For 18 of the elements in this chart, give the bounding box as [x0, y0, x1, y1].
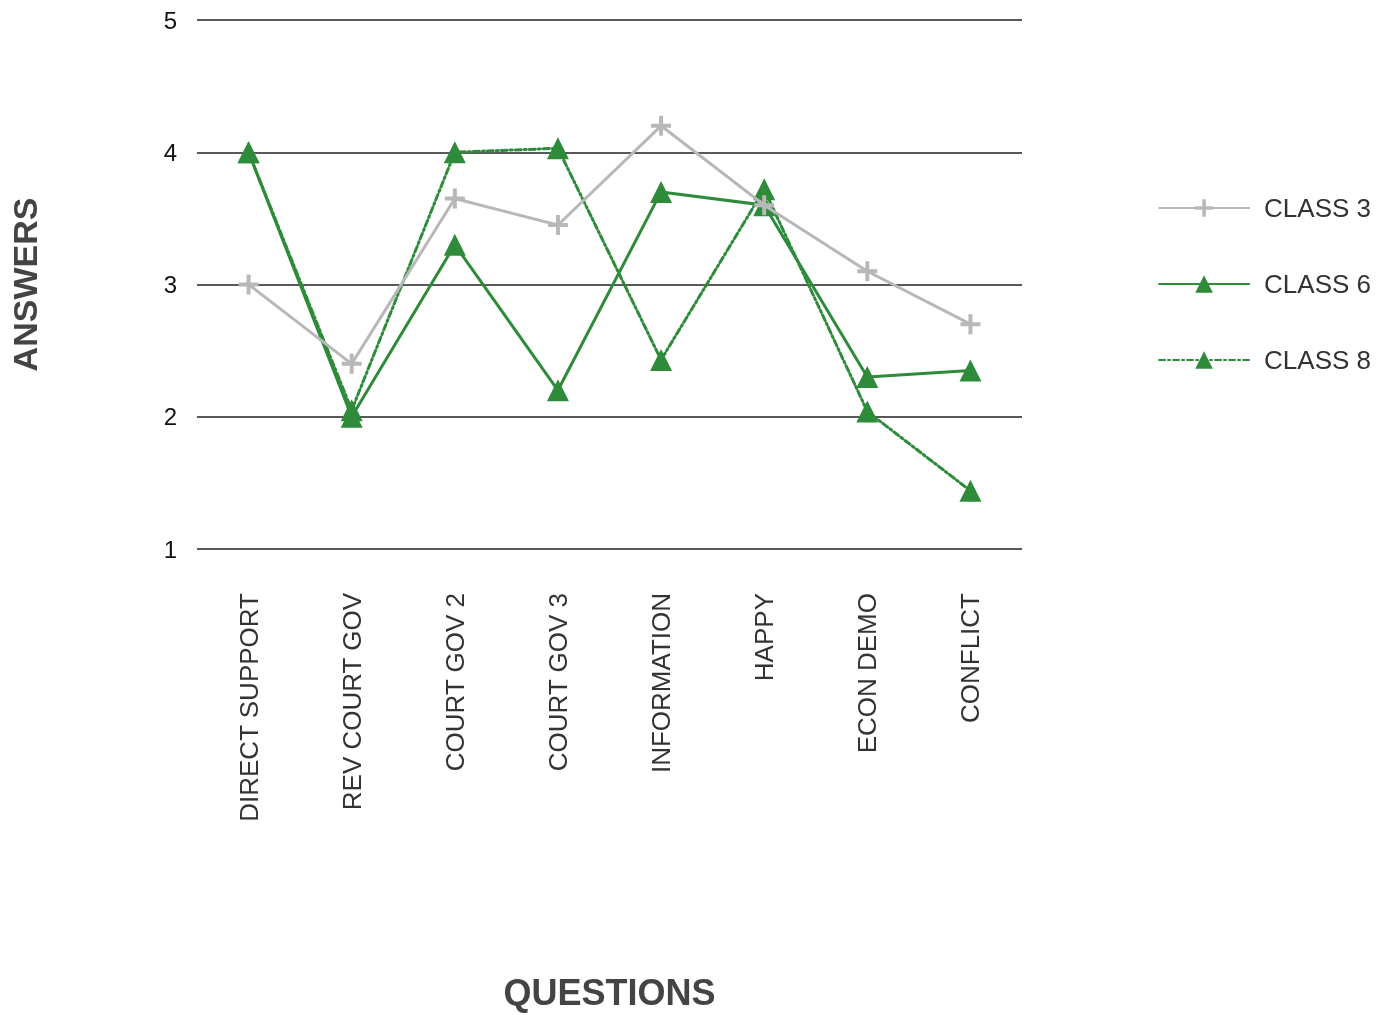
y-tick-label: 1: [163, 535, 177, 563]
x-tick-label: DIRECT SUPPORT: [233, 592, 264, 822]
y-axis-title: ANSWERS: [6, 197, 44, 372]
y-tick-label: 3: [163, 271, 177, 298]
legend-label: CLASS 8: [1264, 345, 1372, 375]
x-tick-label: ECON DEMO: [852, 593, 883, 754]
legend-label: CLASS 3: [1264, 193, 1372, 223]
y-tick-label: 2: [163, 403, 177, 431]
x-tick-label: HAPPY: [749, 593, 780, 682]
x-axis-title: QUESTIONS: [503, 971, 716, 1013]
x-tick-label: REV COURT GOV: [336, 592, 367, 811]
x-tick-label: CONFLICT: [955, 592, 986, 723]
y-tick-label: 4: [163, 138, 177, 166]
x-tick-label: COURT GOV 3: [542, 593, 573, 772]
x-tick-label: COURT GOV 2: [439, 593, 470, 772]
x-tick-label: INFORMATION: [646, 593, 677, 774]
y-tick-label: 5: [163, 6, 177, 34]
legend-label: CLASS 6: [1264, 269, 1372, 299]
